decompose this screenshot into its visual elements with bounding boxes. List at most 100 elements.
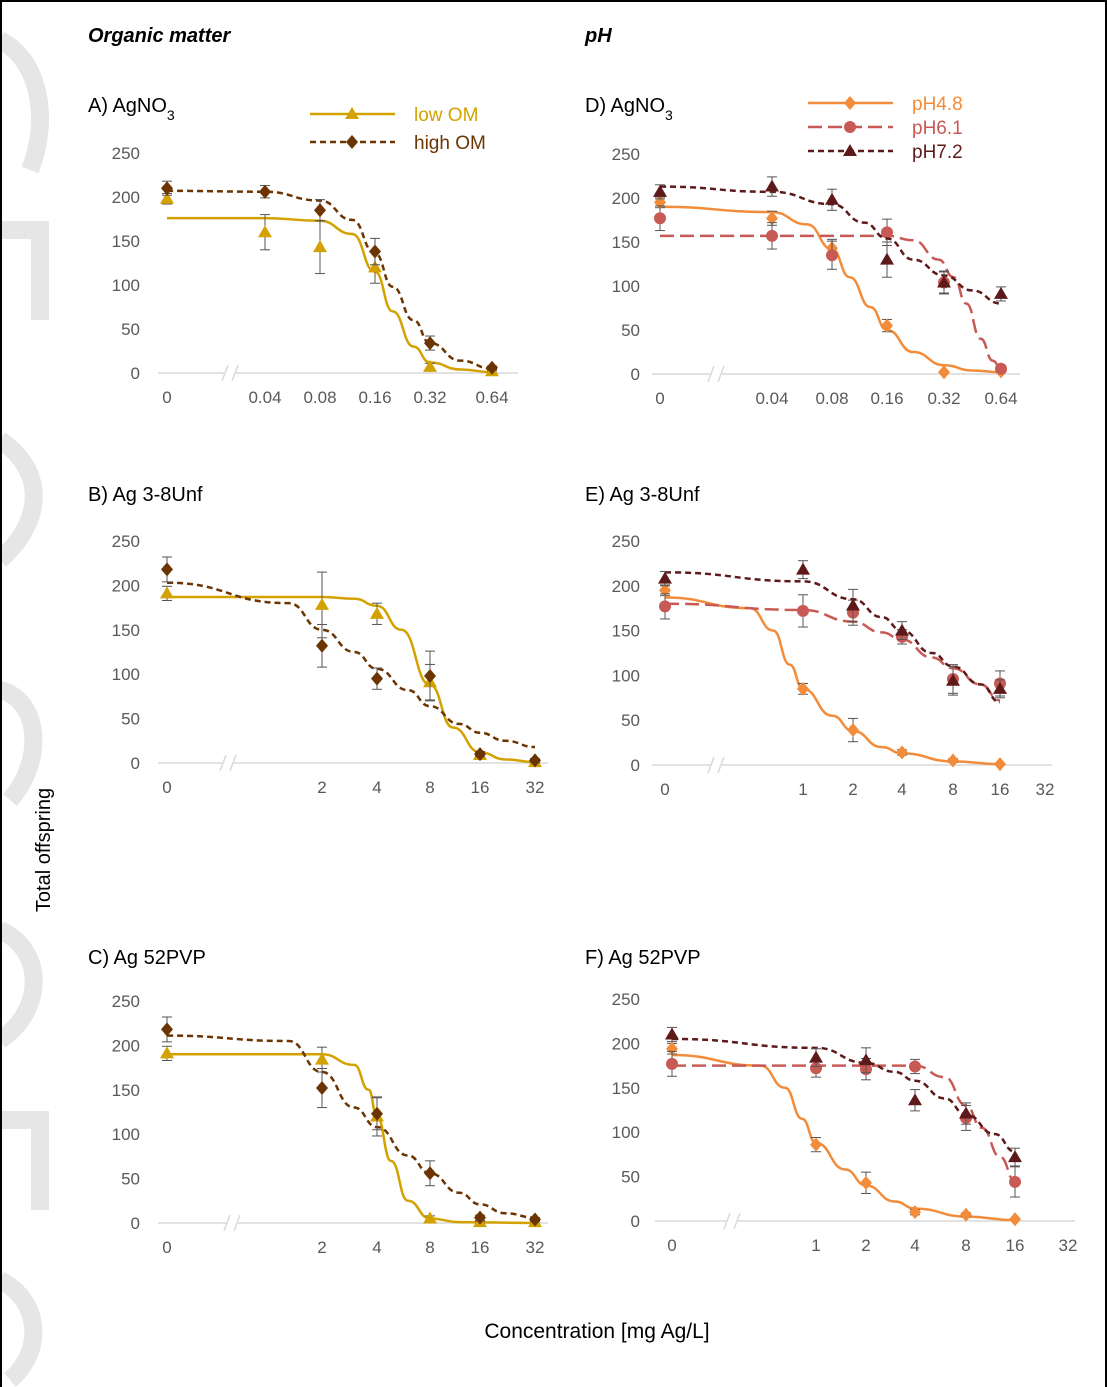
x-tick-label: 8 [425,1238,434,1257]
y-tick-label: 50 [621,1168,640,1187]
data-point [423,359,437,372]
legend-label: pH7.2 [912,142,963,163]
data-point [529,1212,541,1227]
data-point [666,1057,678,1070]
y-tick-label: 150 [112,621,140,640]
legend-marker [843,144,857,156]
data-point [994,757,1006,772]
y-tick-label: 150 [112,1081,140,1100]
data-point [765,179,779,192]
data-point [315,597,329,610]
frame-left-border [0,0,2,1387]
data-point [809,1050,823,1063]
x-tick-label: 1 [811,1236,820,1255]
axis-break-mark [233,1214,241,1232]
data-point [797,681,809,696]
data-point [474,747,486,762]
y-tick-label: 250 [112,992,140,1011]
series-ph4-8 [666,1041,1021,1227]
data-point [994,286,1008,299]
data-point [947,753,959,768]
y-tick-label: 150 [112,232,140,251]
series-high-om [161,1016,541,1227]
y-tick-label: 150 [612,1079,640,1098]
x-tick-label: 16 [991,780,1010,799]
legend-marker [844,96,856,110]
legend-entry: pH7.2 [808,142,963,163]
data-point [909,1205,921,1220]
data-point [653,184,667,197]
x-tick-label: 4 [910,1236,919,1255]
x-tick-label: 2 [861,1236,870,1255]
legend-label: pH4.8 [912,94,963,115]
chart-title: E) Ag 3-8Unf [585,484,700,506]
legend-marker [345,107,359,119]
y-tick-label: 200 [112,188,140,207]
data-point [960,1207,972,1222]
data-point [160,586,174,599]
x-axis-label: Concentration [mg Ag/L] [484,1320,709,1343]
y-tick-label: 250 [612,532,640,551]
data-point [895,623,909,636]
data-point [654,212,666,225]
y-tick-label: 100 [612,1123,640,1142]
data-point [371,671,383,686]
x-tick-label: 1 [798,780,807,799]
y-tick-label: 50 [121,1170,140,1189]
data-point [993,681,1007,694]
chart-title: F) Ag 52PVP [585,947,701,969]
chart-panel-d: D) AgNO3 0 50 100 150 200 250 0 0.04 0.08 0.16 0.32… [585,94,1020,408]
data-point [1008,1150,1022,1163]
frame-top-border [0,0,1107,2]
x-tick-label: 0.64 [984,389,1017,408]
fit-curve [166,189,493,370]
legend-marker [346,135,358,149]
x-tick-label: 0.08 [815,389,848,408]
fit-curve [166,595,536,764]
legend-entry: pH6.1 [808,118,963,139]
x-tick-label: 0 [655,389,664,408]
x-tick-label: 4 [372,778,381,797]
x-tick-label: 8 [948,780,957,799]
data-point [797,604,809,617]
data-point [880,252,894,265]
data-point [810,1137,822,1152]
y-tick-label: 0 [631,756,640,775]
x-tick-label: 0 [660,780,669,799]
data-point [160,191,174,204]
x-tick-label: 0.64 [475,388,508,407]
left-column-heading: Organic matter [88,25,231,47]
x-tick-label: 2 [848,780,857,799]
series-high-om [161,180,498,375]
x-tick-label: 2 [317,778,326,797]
data-point [424,1166,436,1181]
data-point [161,562,173,577]
x-tick-label: 0.04 [755,389,788,408]
fit-curve [166,581,536,749]
x-tick-label: 0.16 [358,388,391,407]
data-point [474,1210,486,1225]
x-tick-label: 0.32 [927,389,960,408]
series-ph4-8 [659,583,1006,772]
chart-panel-e: E) Ag 3-8Unf 0 50 100 150 200 250 0 1 2 4 8 16 32 [585,484,1054,799]
y-tick-label: 100 [612,277,640,296]
data-point [810,1062,822,1075]
axis-break-mark [717,756,725,774]
data-point [825,192,839,205]
data-point [665,1027,679,1040]
chart-title: D) AgNO3 [585,95,673,123]
axis-break-mark [723,1212,731,1230]
data-point [666,1041,678,1056]
data-point [658,571,672,584]
data-point [796,562,810,575]
x-tick-label: 0 [162,1238,171,1257]
y-tick-label: 200 [112,576,140,595]
chart-title-subscript: 3 [665,107,673,123]
data-point [313,240,327,253]
data-point [766,229,778,242]
axis-break-mark [229,754,237,772]
x-tick-label: 4 [372,1238,381,1257]
legend-label: pH6.1 [912,118,963,139]
